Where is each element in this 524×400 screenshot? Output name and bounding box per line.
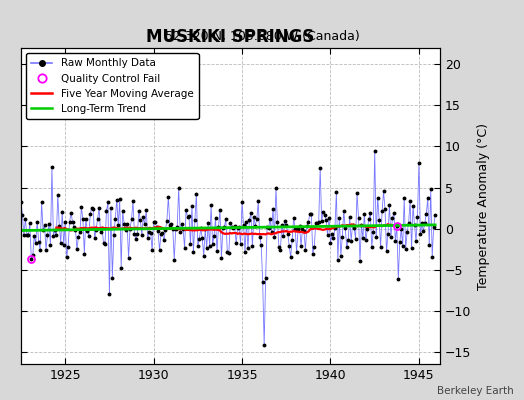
Text: 52.320 N, 105.680 W (Canada): 52.320 N, 105.680 W (Canada) xyxy=(165,30,359,43)
Title: MUSKIKI SPRINGS: MUSKIKI SPRINGS xyxy=(146,28,315,46)
Legend: Raw Monthly Data, Quality Control Fail, Five Year Moving Average, Long-Term Tren: Raw Monthly Data, Quality Control Fail, … xyxy=(26,53,199,119)
Y-axis label: Temperature Anomaly (°C): Temperature Anomaly (°C) xyxy=(477,122,490,290)
Text: Berkeley Earth: Berkeley Earth xyxy=(437,386,514,396)
